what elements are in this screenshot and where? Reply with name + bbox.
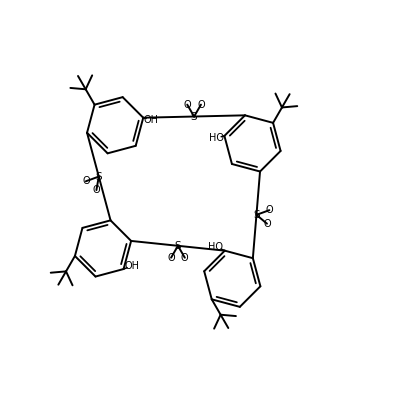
Text: OH: OH: [143, 115, 158, 125]
Text: S: S: [253, 210, 260, 220]
Text: OH: OH: [125, 261, 140, 271]
Text: O: O: [263, 219, 271, 229]
Text: O: O: [82, 176, 90, 186]
Text: O: O: [181, 252, 189, 263]
Text: O: O: [265, 205, 273, 215]
Text: S: S: [175, 241, 181, 251]
Text: HO: HO: [209, 133, 224, 143]
Text: O: O: [93, 185, 100, 195]
Text: HO: HO: [208, 242, 223, 252]
Text: O: O: [167, 252, 175, 263]
Text: S: S: [95, 172, 102, 181]
Text: O: O: [183, 100, 191, 109]
Text: S: S: [191, 112, 198, 122]
Text: O: O: [197, 100, 205, 109]
